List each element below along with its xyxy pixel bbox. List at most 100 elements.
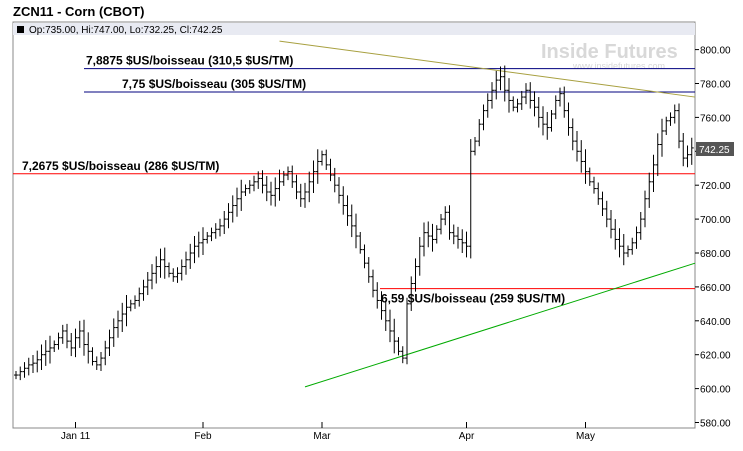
ohlc-header: Op:735.00, Hi:747.00, Lo:732.25, Cl:742.… xyxy=(29,25,223,36)
ohlc-bar xyxy=(94,356,99,370)
ohlc-bar xyxy=(655,133,660,177)
ohlc-bar xyxy=(239,179,244,211)
ohlc-bar xyxy=(400,346,405,364)
ohlc-bar xyxy=(426,221,431,248)
ohlc-bar xyxy=(621,234,626,266)
ohlc-bar xyxy=(519,90,524,110)
ohlc-bar xyxy=(502,65,507,102)
level-annotation: 7,75 $US/boisseau (305 $US/TM) xyxy=(122,77,306,91)
ohlc-bar xyxy=(409,276,414,311)
ohlc-bar xyxy=(150,264,154,290)
ohlc-bar xyxy=(103,340,108,366)
ohlc-bar xyxy=(685,145,690,168)
ohlc-bar xyxy=(532,91,537,117)
ohlc-bar xyxy=(643,190,647,228)
ohlc-bar xyxy=(358,231,363,254)
price-levels xyxy=(13,68,695,290)
ohlc-bar xyxy=(630,237,635,255)
ohlc-bar xyxy=(141,279,146,301)
ohlc-bar xyxy=(638,211,643,240)
ohlc-bar xyxy=(430,223,435,252)
ohlc-bar xyxy=(124,295,129,327)
plot-frame xyxy=(12,21,696,429)
y-tick-label: 680.00 xyxy=(700,249,731,260)
ohlc-bar xyxy=(307,171,312,203)
ohlc-bar xyxy=(222,210,227,235)
ohlc-bar xyxy=(184,251,188,275)
ohlc-bar xyxy=(592,176,596,194)
ohlc-bar xyxy=(82,319,86,356)
ohlc-bar xyxy=(494,70,499,100)
ohlc-bar xyxy=(456,226,460,249)
ohlc-bar xyxy=(672,104,677,124)
ohlc-bar xyxy=(243,184,248,197)
ohlc-bar xyxy=(69,333,74,357)
ohlc-bar xyxy=(362,244,367,269)
y-tick-label: 640.00 xyxy=(700,317,731,328)
ohlc-bar xyxy=(439,214,443,235)
y-tick-label: 620.00 xyxy=(700,351,731,362)
ohlc-bar xyxy=(651,154,656,192)
y-axis-labels: 800.00780.00760.00740.00720.00700.00680.… xyxy=(695,46,731,430)
ohlc-bar xyxy=(481,104,486,131)
last-price-label: 742.25 xyxy=(699,145,730,156)
ohlc-bar xyxy=(120,302,125,332)
ohlc-bar xyxy=(681,132,686,167)
ohlc-bar xyxy=(277,169,282,201)
y-tick-label: 700.00 xyxy=(700,215,731,226)
trendlines xyxy=(279,40,696,388)
ohlc-bar xyxy=(247,180,252,194)
ohlc-bar xyxy=(392,318,397,354)
ohlc-bar xyxy=(73,328,78,358)
y-tick-label: 600.00 xyxy=(700,385,731,396)
annotations: 7,8875 $US/boisseau (310,5 $US/TM) 7,75 $… xyxy=(22,54,565,306)
ohlc-bar xyxy=(596,182,601,205)
ohlc-bar xyxy=(213,223,218,239)
ohlc-bar xyxy=(209,227,214,242)
ohlc-bar xyxy=(218,218,222,237)
ohlc-bar xyxy=(260,170,265,194)
ohlc-bar xyxy=(77,320,82,348)
ohlc-bar xyxy=(366,257,371,283)
ohlc-bar xyxy=(405,297,409,365)
ohlc-bar xyxy=(158,248,163,278)
ohlc-bar xyxy=(298,183,303,207)
ohlc-bar xyxy=(99,351,103,371)
ohlc-bar xyxy=(371,269,375,298)
x-axis: Jan 11 Feb Mar Apr May xyxy=(61,422,595,442)
level-annotation: 6,59 $US/boisseau (259 $US/TM) xyxy=(381,292,565,306)
ohlc-bar xyxy=(396,337,401,356)
ohlc-bar xyxy=(490,82,494,109)
ohlc-bar xyxy=(60,324,65,344)
ohlc-bar xyxy=(324,149,329,170)
ohlc-bar xyxy=(52,340,57,352)
ohlc-bar xyxy=(162,247,167,279)
ohlc-bar xyxy=(388,309,392,343)
ohlc-bar xyxy=(175,267,180,283)
ohlc-bar xyxy=(383,300,388,331)
ohlc-bar xyxy=(145,271,150,296)
ohlc-bar xyxy=(528,82,533,109)
ohlc-bar xyxy=(154,256,159,284)
ohlc-bar xyxy=(468,139,473,259)
ohlc-bar xyxy=(332,167,337,193)
ohlc-bar xyxy=(660,118,664,157)
ohlc-bar xyxy=(558,87,562,107)
ohlc-bar xyxy=(205,231,210,244)
ohlc-bar xyxy=(290,165,295,188)
level-annotation: 7,8875 $US/boisseau (310,5 $US/TM) xyxy=(86,54,293,68)
ohlc-bar xyxy=(328,158,333,182)
ohlc-bar xyxy=(473,137,477,156)
ohlc-bar xyxy=(133,295,137,309)
ohlc-bar xyxy=(22,362,27,378)
trendline xyxy=(304,262,696,388)
ohlc-bar xyxy=(349,204,354,238)
ohlc-bar xyxy=(604,200,609,228)
ohlc-bar xyxy=(116,310,120,338)
ohlc-bar xyxy=(600,191,605,217)
ohlc-bar xyxy=(451,224,456,245)
y-tick-label: 780.00 xyxy=(700,80,731,91)
ohlc-bar xyxy=(417,237,422,276)
ohlc-bar xyxy=(235,187,239,217)
